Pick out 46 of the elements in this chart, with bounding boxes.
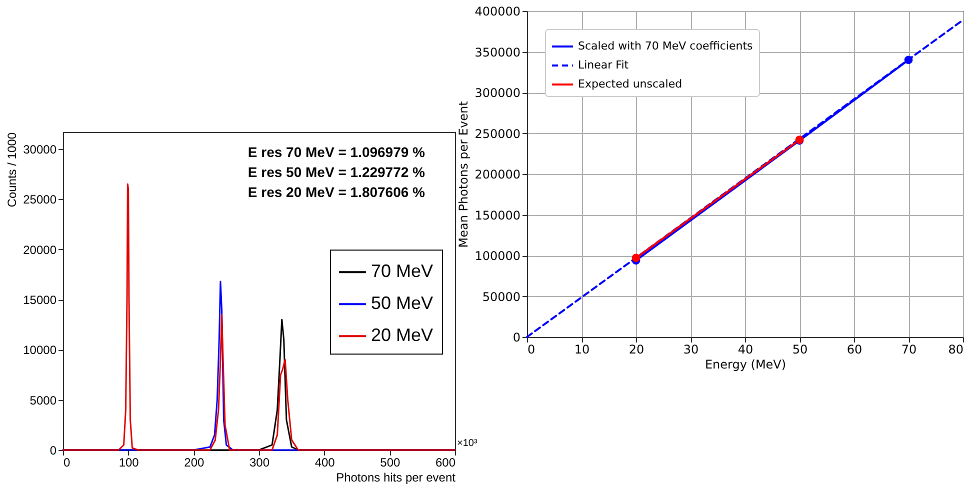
y-tick-label: 400000 [474, 4, 520, 18]
y-tick-label: 20000 [23, 242, 57, 257]
y-tick-label: 10000 [23, 343, 57, 358]
legend-label: Scaled with 70 MeV coefficients [578, 40, 754, 52]
x-tick-label: 80 [948, 342, 964, 356]
x-tick-label: 30 [683, 342, 699, 356]
x-tick-label: 400 [314, 456, 336, 470]
x-tick-label: 100 [118, 456, 140, 470]
x-tick-label: 40 [738, 342, 754, 356]
text: ×10³ [457, 438, 478, 449]
y-tick-label: 30000 [23, 142, 57, 157]
y-tick-label: 50000 [482, 290, 520, 304]
legend-label: 50 MeV [371, 293, 434, 314]
x-tick-label: 20 [628, 342, 644, 356]
y-tick-label: 0 [512, 330, 520, 344]
x-tick-label: 10 [574, 342, 590, 356]
x-tick-label: 0 [528, 342, 536, 356]
legend-label: 20 MeV [371, 325, 434, 346]
x-axis-title: Photons hits per event [336, 470, 456, 484]
legend-label: Expected unscaled [578, 78, 682, 90]
y-tick-label: 25000 [23, 192, 57, 207]
x-tick-label: 500 [380, 456, 400, 470]
y-tick-label: 250000 [474, 126, 520, 141]
y-tick-label: 5000 [30, 393, 57, 408]
x-tick-label: 0 [64, 456, 70, 470]
x-tick-label: 60 [846, 342, 862, 356]
x-tick-label: 600 [435, 456, 456, 470]
x-tick-label: 50 [792, 342, 808, 356]
x-tick-label: 70 [901, 342, 917, 356]
annotation: E res 20 MeV = 1.807606 % [248, 184, 426, 200]
legend-label: Linear Fit [578, 58, 630, 72]
y-tick-label: 15000 [23, 293, 57, 308]
y-tick-label: 300000 [474, 86, 520, 100]
x-axis-title: Energy (MeV) [704, 358, 786, 372]
annotation: E res 50 MeV = 1.229772 % [248, 164, 426, 180]
annotation: E res 70 MeV = 1.096979 % [248, 144, 426, 160]
y-tick-label: 150000 [474, 208, 520, 222]
legend-label: 70 MeV [371, 261, 434, 282]
y-tick-label: 0 [50, 444, 57, 458]
y-tick-label: 200000 [474, 168, 520, 182]
y-tick-label: 100000 [474, 249, 520, 263]
x-tick-label: 200 [184, 456, 204, 470]
x-tick-label: 300 [249, 456, 270, 470]
y-axis-title: Counts / 1000 [5, 132, 20, 208]
y-tick-label: 350000 [474, 45, 520, 60]
y-axis-title: Mean Photons per Event [456, 100, 471, 248]
